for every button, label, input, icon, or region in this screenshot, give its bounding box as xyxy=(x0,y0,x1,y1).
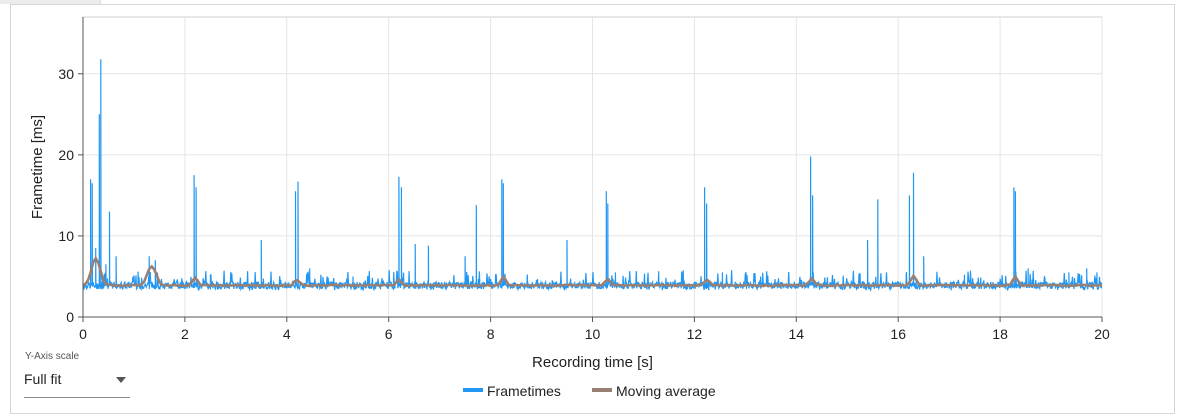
frametime-chart-panel: 0 2 4 6 8 10 12 14 16 18 20 0 10 20 30 Recording time [… xyxy=(10,4,1175,414)
chart-grid xyxy=(82,16,1103,318)
legend-label: Moving average xyxy=(616,383,716,399)
y-tick-label: 10 xyxy=(58,228,74,244)
y-axis-scale-value: Full fit xyxy=(24,371,62,387)
x-tick-label: 4 xyxy=(283,326,291,342)
x-tick-label: 8 xyxy=(487,326,495,342)
y-axis-title: Frametime [ms] xyxy=(29,115,46,219)
frametime-chart: 0 2 4 6 8 10 12 14 16 18 20 0 10 20 30 Recording time [… xyxy=(29,16,1110,399)
y-tick-label: 0 xyxy=(66,309,74,325)
window-tab-edge xyxy=(0,0,101,4)
x-tick-label: 12 xyxy=(687,326,703,342)
x-tick-label: 0 xyxy=(79,326,87,342)
x-axis-title: Recording time [s] xyxy=(532,354,653,371)
legend-item-moving-average: Moving average xyxy=(592,383,716,399)
chart-legend: Frametimes Moving average xyxy=(463,383,716,399)
x-tick-label: 20 xyxy=(1094,326,1110,342)
chart-series xyxy=(83,59,1102,293)
legend-swatch xyxy=(592,388,612,392)
chart-axes: 0 2 4 6 8 10 12 14 16 18 20 0 10 20 30 Recording time [… xyxy=(29,17,1110,371)
moving-average-series-line xyxy=(83,255,1102,288)
x-tick-label: 10 xyxy=(585,326,601,342)
y-axis-scale-label: Y-Axis scale xyxy=(25,351,80,362)
x-tick-label: 6 xyxy=(385,326,393,342)
legend-label: Frametimes xyxy=(487,383,561,399)
y-axis-scale-dropdown[interactable]: Full fit xyxy=(24,367,130,398)
y-tick-label: 20 xyxy=(58,147,74,163)
x-tick-label: 14 xyxy=(789,326,805,342)
x-tick-label: 16 xyxy=(890,326,906,342)
x-tick-label: 2 xyxy=(181,326,189,342)
x-tick-label: 18 xyxy=(992,326,1008,342)
y-tick-label: 30 xyxy=(58,66,74,82)
chevron-down-icon[interactable] xyxy=(116,377,126,383)
legend-item-frametimes: Frametimes xyxy=(463,383,561,399)
legend-swatch xyxy=(463,388,483,392)
frametimes-series-line xyxy=(83,59,1102,293)
